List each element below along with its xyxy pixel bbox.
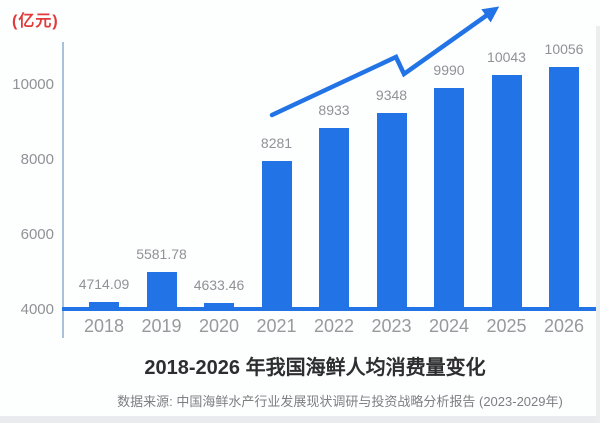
bar-value-label: 4714.09: [78, 276, 130, 292]
y-axis-tick-label: 6000: [20, 226, 54, 243]
bar-value-label: 10043: [487, 49, 526, 65]
x-axis-tick-label: 2020: [198, 316, 240, 336]
chart-title: 2018-2026 年我国海鲜人均消费量变化: [144, 357, 486, 379]
x-axis-tick-label: 2019: [141, 316, 182, 336]
x-axis-tick-label: 2022: [313, 316, 355, 336]
bar: [146, 272, 177, 311]
bottom-edge-strip: [0, 416, 600, 423]
bar: [319, 128, 349, 311]
right-edge-strip: [596, 26, 600, 423]
x-axis-tick-label: 2026: [543, 316, 585, 336]
bar: [261, 161, 292, 311]
bar-value-label: 8281: [260, 135, 293, 151]
y-axis-line: [62, 42, 64, 338]
bar-value-label: 10056: [544, 41, 584, 57]
bar: [434, 88, 464, 311]
bar-value-label: 8933: [318, 102, 350, 118]
bar-value-label: 9990: [433, 62, 465, 78]
y-axis-tick-label: 10000: [12, 76, 54, 93]
x-axis-tick-label: 2018: [83, 316, 125, 336]
x-axis-tick-label: 2021: [256, 316, 297, 336]
y-axis-tick-label: 4000: [20, 301, 54, 318]
y-axis-tick-label: 8000: [20, 151, 54, 168]
y-axis-unit-label: (亿元): [12, 13, 59, 30]
x-axis-tick-label: 2023: [371, 316, 412, 336]
bar: [204, 303, 234, 311]
bar-value-label: 4633.46: [193, 277, 245, 293]
bar: [549, 67, 579, 311]
source-caption: 数据来源: 中国海鲜水产行业发展现状调研与投资战略分析报告 (2023-2029…: [117, 394, 563, 409]
bar-value-label: 5581.78: [136, 246, 187, 262]
x-axis-tick-label: 2024: [428, 316, 470, 336]
bar: [491, 75, 522, 311]
x-axis-tick-label: 2025: [486, 316, 527, 336]
bar-value-label: 9348: [375, 87, 408, 103]
bar: [376, 113, 407, 311]
bar: [89, 302, 119, 311]
plot-area: 4714.09 2018 5581.78 2019 4633.46 2020 8281 202…: [12, 6, 596, 338]
